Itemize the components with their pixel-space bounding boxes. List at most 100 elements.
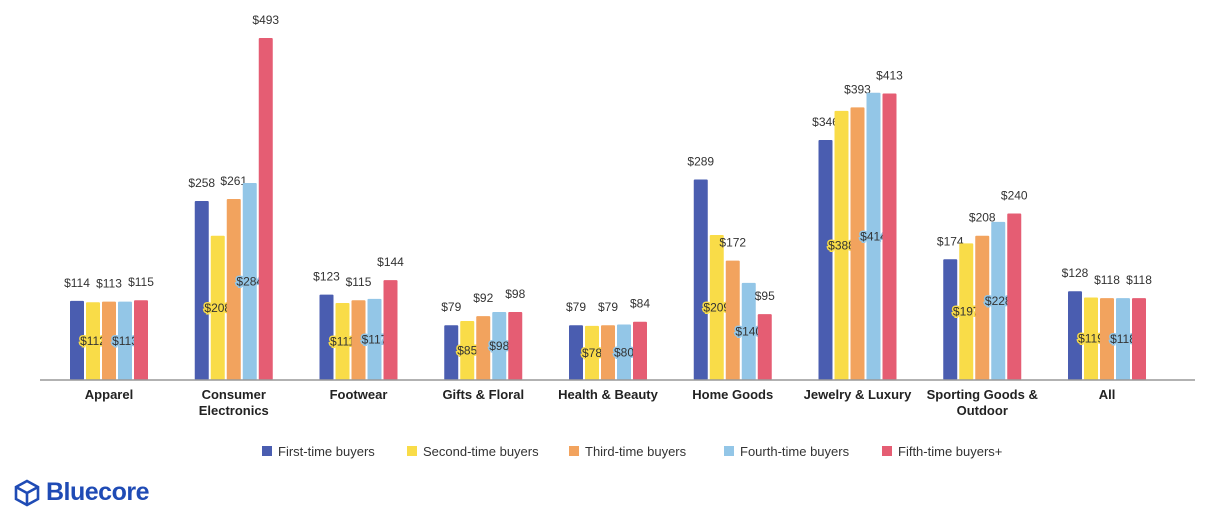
bar [118,301,132,380]
category-label: Footwear [330,387,388,402]
cube-icon [14,479,40,506]
data-label: $289 [687,155,714,169]
bar [102,301,116,380]
data-label: $117 [362,332,388,346]
data-label: $261 [220,174,247,188]
data-label: $113 [96,277,122,291]
data-label: $393 [844,82,871,96]
data-label: $118 [1126,273,1152,287]
data-label: $128 [1062,266,1089,280]
bar [959,243,974,380]
bar [335,302,350,380]
data-label: $92 [473,291,493,305]
data-label: $197 [953,305,980,319]
legend-swatch [407,446,417,456]
bar [569,325,583,380]
data-label: $144 [377,255,404,269]
bar [975,235,990,380]
category-label: Gifts & Floral [442,387,524,402]
category-label: Consumer [202,387,266,402]
bar [242,182,257,380]
bar [70,300,84,380]
category-label: Health & Beauty [558,387,658,402]
category-label: Outdoor [957,403,1008,418]
bluecore-logo: Bluecore [14,478,149,507]
bar [1116,298,1130,380]
data-label: $78 [582,346,602,360]
bar [725,260,740,380]
data-label: $174 [937,234,964,248]
legend-label: Fourth-time buyers [740,444,850,459]
category-label: Electronics [199,403,269,418]
brand-name: Bluecore [46,478,149,506]
legend-swatch [569,446,579,456]
bar [617,324,631,380]
data-label: $118 [1110,332,1136,346]
bar [991,221,1006,380]
bar [492,312,507,380]
legend-label: Third-time buyers [585,444,687,459]
data-label: $113 [112,334,138,348]
data-label: $493 [252,13,279,27]
data-label: $112 [80,334,106,348]
data-label: $208 [204,301,231,315]
bar [194,201,209,380]
data-label: $258 [188,176,215,190]
legend-label: First-time buyers [278,444,375,459]
data-label: $111 [330,334,355,348]
data-label: $172 [719,236,746,250]
data-label: $284 [236,274,263,288]
legend-swatch [262,446,272,456]
bar [134,300,148,380]
bar [383,280,398,380]
bar [866,92,881,380]
category-label: Apparel [85,387,133,402]
bar [834,110,849,381]
bar [1068,291,1082,380]
bar [943,259,958,380]
data-label: $413 [876,68,903,82]
category-label: Home Goods [692,387,773,402]
bar [86,302,100,380]
data-label: $80 [614,345,634,359]
bar [882,93,897,381]
category-label: All [1099,387,1116,402]
bar [210,235,225,380]
bar [226,198,241,380]
data-label: $115 [346,275,372,289]
bar [460,321,475,380]
bar [444,325,459,380]
bar [1132,298,1146,380]
data-label: $209 [703,301,730,315]
data-label: $228 [985,294,1012,308]
bar [818,139,833,380]
bar [1100,298,1114,380]
bar [1007,213,1022,380]
data-label: $85 [457,344,477,358]
bar [367,298,382,380]
bar [633,321,647,380]
data-label: $98 [505,287,525,301]
bar [476,316,491,380]
data-label: $208 [969,211,996,225]
bar [319,294,334,380]
bar [709,235,724,380]
legend-label: Fifth-time buyers+ [898,444,1002,459]
data-label: $79 [566,300,586,314]
data-label: $115 [128,275,154,289]
grouped-bar-chart: $114 $112 $113 $113 $115 Apparel $258 $208 $261 $… [40,13,1195,459]
bar [1084,297,1098,380]
data-label: $95 [755,289,775,303]
data-label: $118 [1094,273,1120,287]
data-label: $79 [598,300,618,314]
category-label: Jewelry & Luxury [804,387,912,402]
legend-swatch [724,446,734,456]
data-label: $346 [812,115,839,129]
data-label: $79 [441,300,461,314]
data-label: $123 [313,270,340,284]
legend-swatch [882,446,892,456]
bar [585,325,599,380]
bar [693,179,708,380]
legend-label: Second-time buyers [423,444,539,459]
data-label: $114 [64,276,90,290]
